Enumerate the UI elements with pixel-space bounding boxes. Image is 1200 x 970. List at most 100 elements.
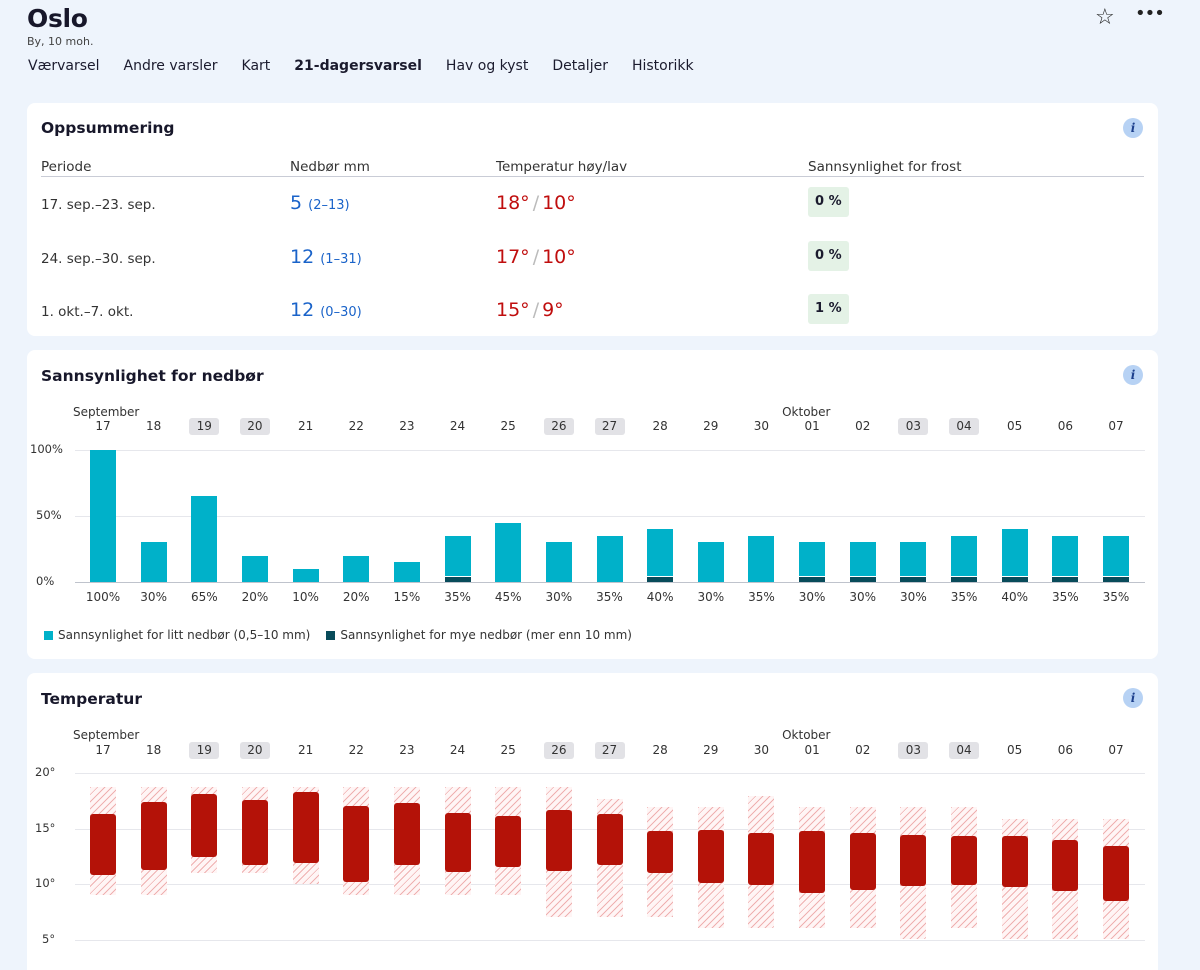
precip-bar [90, 450, 116, 582]
day-label: 21 [297, 419, 314, 433]
temp-likely-bar [292, 791, 319, 863]
temp-cell: 17°/10° [496, 245, 576, 269]
gridline [75, 939, 1145, 941]
temp-likely-bar [748, 832, 775, 886]
precip-cell: 5 (2–13) [290, 191, 350, 218]
legend-light-swatch [44, 630, 53, 640]
temp-likely-bar [951, 836, 978, 886]
day-label: 19 [189, 418, 220, 435]
y-tick-label: 50% [36, 508, 62, 522]
day-label: 01 [804, 743, 820, 757]
precip-bar [444, 535, 471, 582]
day-label: 02 [855, 419, 871, 433]
precip-bar [495, 522, 522, 582]
temp-likely-bar [191, 794, 218, 858]
day-label: 24 [449, 419, 466, 433]
precip-title: Sannsynlighet for nedbør [41, 367, 264, 385]
y-tick-label: 5° [42, 931, 56, 946]
precip-bar [748, 535, 775, 582]
heavy-precip-bar [799, 575, 826, 582]
day-label: 06 [1057, 743, 1073, 757]
more-icon[interactable]: ••• [1135, 3, 1165, 24]
precip-bar [343, 555, 370, 582]
day-label: 26 [543, 742, 574, 759]
bar-value-label: 20% [342, 590, 370, 604]
bar-value-label: 10% [292, 590, 319, 604]
day-label: 17 [95, 743, 111, 757]
temp-card: Temperatur i September Oktober 17 18 19 20 21 2… [27, 673, 1158, 970]
temp-cell: 18°/10° [496, 191, 576, 215]
period-cell: 17. sep.–23. sep. [41, 197, 156, 213]
tab-3[interactable]: 21-dagersvarsel [294, 58, 422, 74]
heavy-precip-bar [444, 575, 471, 582]
legend-heavy: Sannsynlighet for mye nedbør (mer enn 10… [326, 628, 632, 642]
day-label: 07 [1108, 419, 1124, 433]
precip-bar [900, 542, 927, 582]
precip-value: 12 [290, 246, 315, 268]
day-label: 01 [804, 419, 820, 433]
temp-likely-bar [697, 829, 724, 883]
bar-value-label: 40% [646, 590, 674, 604]
bar-value-label: 30% [900, 590, 927, 604]
tab-4[interactable]: Hav og kyst [445, 58, 529, 74]
bar-value-label: 35% [748, 590, 775, 604]
tab-6[interactable]: Historikk [631, 58, 694, 74]
day-label: 28 [652, 419, 668, 433]
temp-likely-bar [343, 806, 370, 882]
precip-bar [951, 535, 978, 582]
summary-info-icon[interactable]: i [1123, 118, 1143, 138]
temp-likely-bar [849, 832, 876, 890]
day-label: 19 [189, 742, 220, 759]
temp-high: 18° [496, 192, 530, 214]
precip-bar [1103, 535, 1129, 582]
day-label: 21 [297, 743, 314, 757]
bar-value-label: 35% [1102, 590, 1130, 604]
bar-value-label: 30% [697, 590, 725, 604]
tab-2[interactable]: Kart [241, 58, 271, 74]
day-label: 30 [753, 743, 770, 757]
temp-low: 9° [542, 299, 564, 321]
baseline [75, 582, 1145, 583]
precip-range: (1–31) [320, 252, 362, 267]
tab-5[interactable]: Detaljer [552, 58, 608, 74]
day-label: 03 [898, 742, 929, 759]
precip-bar [191, 496, 218, 582]
frost-badge: 1 % [808, 294, 849, 324]
day-label: 04 [949, 418, 980, 435]
precip-card: Sannsynlighet for nedbør i Sannsynlighet… [27, 350, 1158, 659]
day-label: 30 [753, 419, 770, 433]
header-precip: Nedbør mm [290, 159, 370, 175]
day-label: 22 [348, 419, 364, 433]
y-tick-label: 10° [35, 876, 56, 890]
precip-bar [292, 568, 319, 582]
bar-value-label: 30% [545, 590, 573, 604]
day-label: 29 [703, 743, 719, 757]
tab-0[interactable]: Værvarsel [28, 58, 100, 74]
star-icon[interactable]: ☆ [1095, 5, 1115, 30]
y-tick-label: 0% [36, 574, 55, 588]
heavy-precip-bar [951, 575, 978, 582]
bar-value-label: 45% [494, 590, 522, 604]
day-label: 02 [855, 743, 871, 757]
temp-separator: / [532, 192, 540, 214]
temp-info-icon[interactable]: i [1123, 688, 1143, 708]
tab-1[interactable]: Andre varsler [123, 58, 218, 74]
header-frost: Sannsynlighet for frost [808, 159, 962, 175]
precip-info-icon[interactable]: i [1123, 365, 1143, 385]
precip-bar [1001, 529, 1028, 582]
precip-bar [647, 529, 674, 582]
temp-low: 10° [542, 192, 576, 214]
day-label: 06 [1057, 419, 1073, 433]
precip-bar [849, 542, 876, 582]
legend-light-label: Sannsynlighet for litt nedbør (0,5–10 mm… [58, 628, 311, 642]
summary-card: Oppsummering i Periode Nedbør mm Tempera… [27, 103, 1158, 336]
temp-separator: / [532, 299, 540, 321]
location-subtitle: By, 10 moh. [27, 35, 94, 48]
heavy-precip-bar [900, 575, 927, 582]
month-label: September [73, 728, 140, 742]
month-label: September [73, 405, 140, 419]
bar-value-label: 30% [798, 590, 826, 604]
temp-separator: / [532, 246, 540, 268]
temp-low: 10° [542, 246, 576, 268]
bar-value-label: 35% [1052, 590, 1079, 604]
